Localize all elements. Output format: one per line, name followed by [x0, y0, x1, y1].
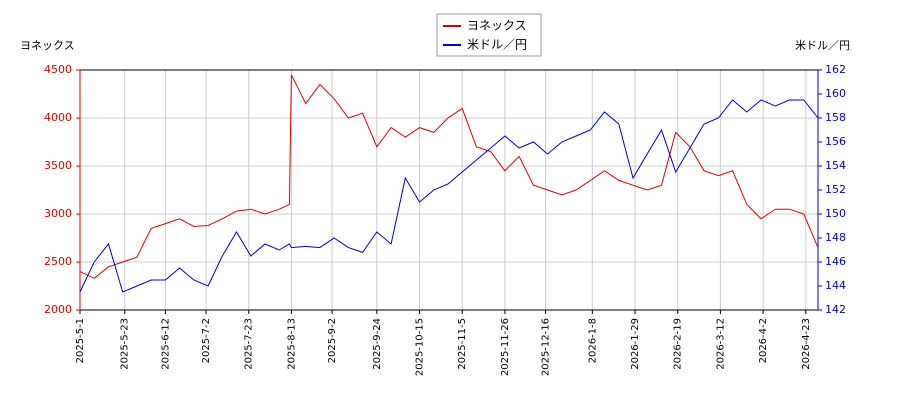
x-tick-label: 2025-7-23: [244, 318, 255, 370]
x-tick-label: 2025-5-23: [120, 318, 131, 370]
x-tick-label: 2026-3-12: [715, 318, 726, 370]
y-tick-label: 2000: [44, 303, 72, 316]
legend-label: 米ドル／円: [467, 38, 527, 52]
y2-axis-label: 米ドル／円: [795, 39, 850, 52]
y2-tick-label: 162: [825, 63, 846, 76]
x-tick-label: 2025-11-26: [500, 318, 511, 376]
x-tick-label: 2025-9-2: [327, 318, 338, 363]
y-tick-label: 4500: [44, 63, 72, 76]
y2-tick-label: 146: [825, 255, 846, 268]
x-tick-label: 2025-12-16: [541, 318, 552, 376]
y2-tick-label: 156: [825, 135, 846, 148]
x-tick-label: 2026-2-19: [673, 318, 684, 370]
y-tick-label: 4000: [44, 111, 72, 124]
x-tick-label: 2025-8-13: [286, 318, 297, 370]
y-axis-label: ヨネックス: [20, 39, 75, 52]
y2-tick-label: 142: [825, 303, 846, 316]
legend-box: [436, 13, 542, 57]
x-tick-label: 2026-1-8: [587, 318, 598, 363]
x-tick-label: 2025-6-12: [160, 318, 171, 370]
y-tick-label: 3500: [44, 159, 72, 172]
series-line: [79, 99, 819, 293]
y2-tick-label: 158: [825, 111, 846, 124]
x-tick-label: 2025-11-5: [457, 318, 468, 370]
x-tick-label: 2026-1-29: [630, 318, 641, 370]
x-tick-label: 2025-9-24: [372, 318, 383, 370]
x-tick-label: 2026-4-2: [758, 318, 769, 363]
y2-tick-label: 150: [825, 207, 846, 220]
y2-tick-label: 144: [825, 279, 846, 292]
x-tick-label: 2025-5-1: [75, 318, 86, 363]
x-tick-label: 2025-10-15: [415, 318, 426, 376]
y2-tick-label: 154: [825, 159, 846, 172]
legend-label: ヨネックス: [467, 19, 527, 33]
y-tick-label: 3000: [44, 207, 72, 220]
x-tick-label: 2025-7-2: [201, 318, 212, 363]
plot-frame: [79, 69, 819, 311]
y2-tick-label: 160: [825, 87, 846, 100]
x-tick-label: 2026-4-23: [801, 318, 812, 370]
y2-tick-label: 152: [825, 183, 846, 196]
y2-tick-label: 148: [825, 231, 846, 244]
y-tick-label: 2500: [44, 255, 72, 268]
series-line: [79, 74, 819, 279]
